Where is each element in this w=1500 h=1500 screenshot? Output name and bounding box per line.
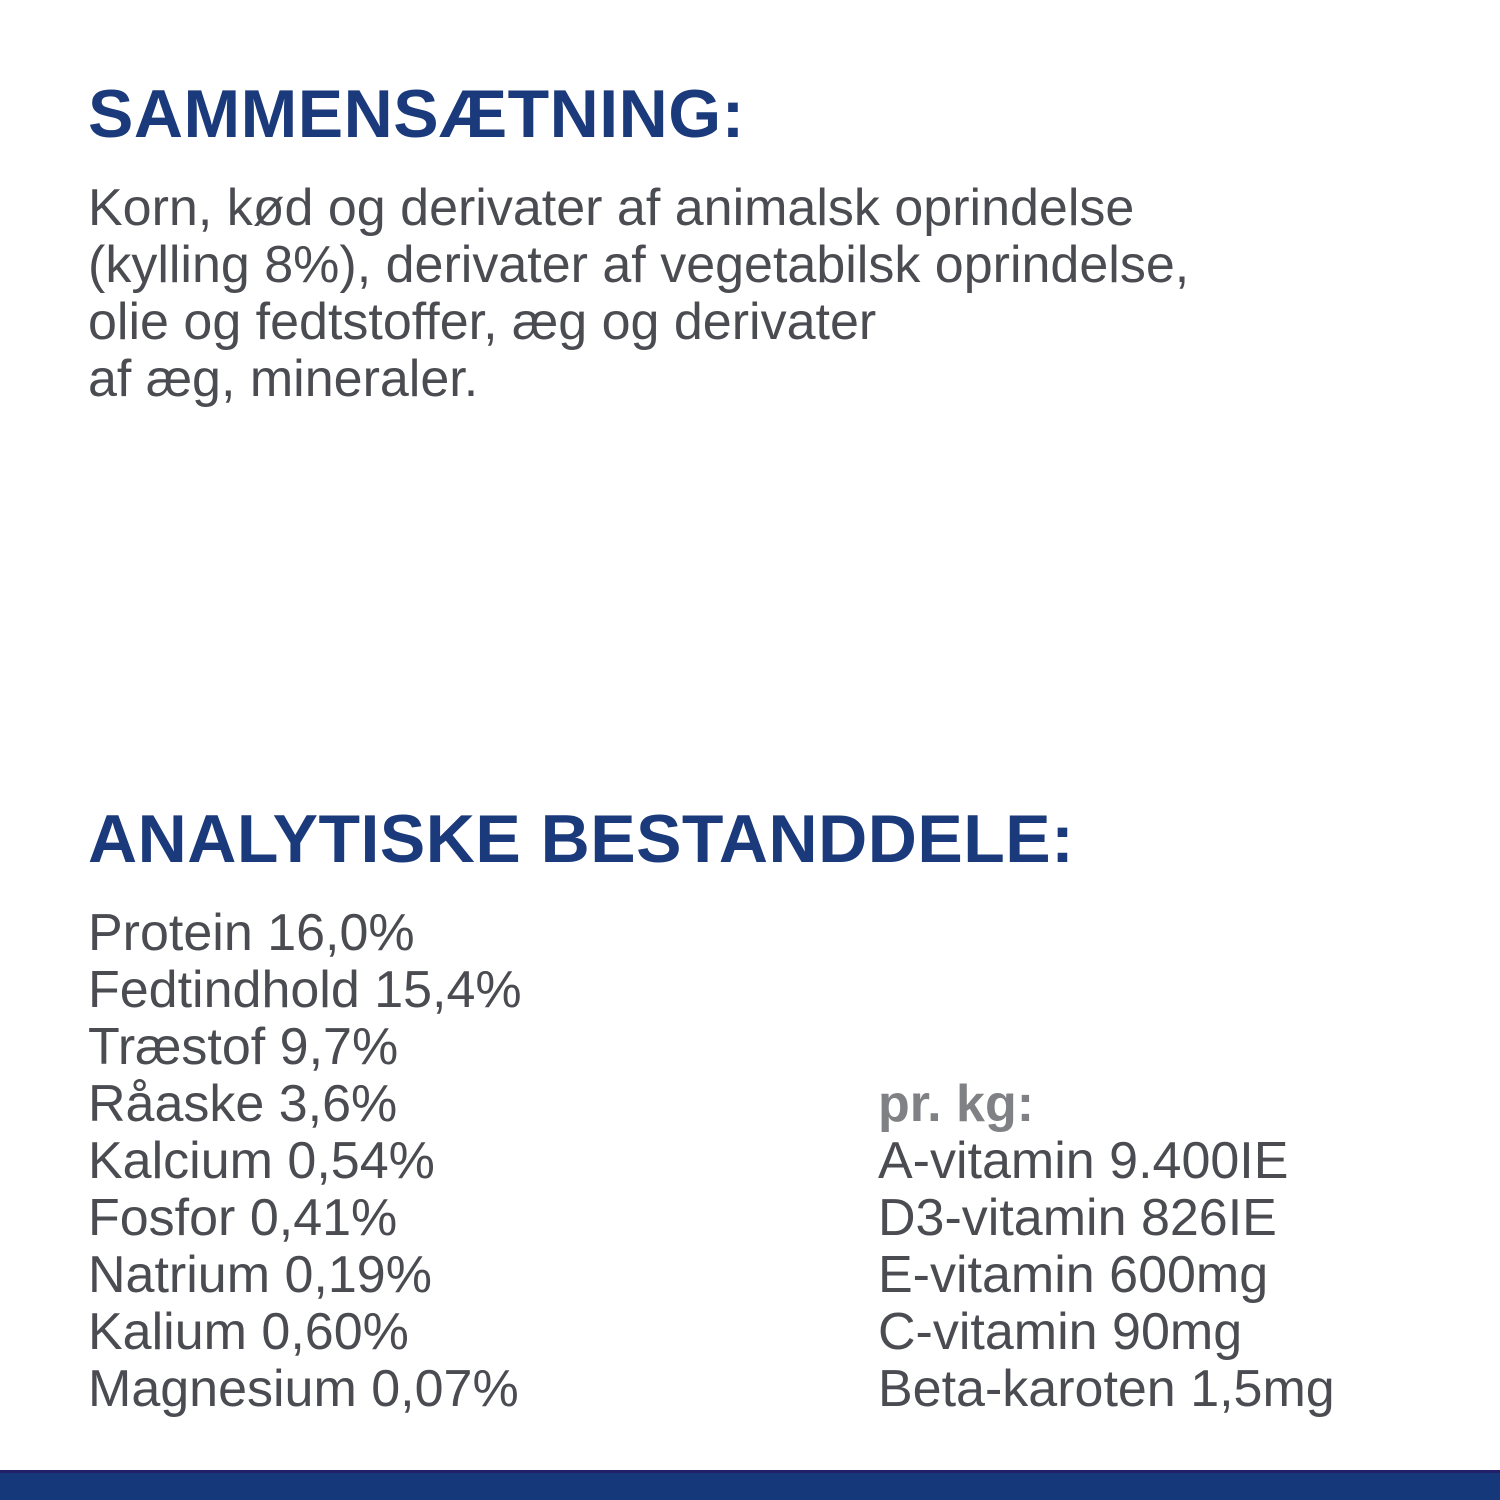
per-kg-heading: pr. kg: [878, 1075, 1035, 1133]
nutrient-label: Magnesium [88, 1360, 357, 1418]
nutrient-row: Magnesium 0,07% [88, 1361, 522, 1418]
composition-line: olie og fedtstoffer, æg og derivater [88, 293, 877, 351]
nutrient-value: 0,19% [284, 1246, 432, 1304]
nutrient-label: Kalium [88, 1303, 247, 1361]
vitamin-label: E-vitamin [878, 1246, 1095, 1304]
nutrient-row: Råaske 3,6% [88, 1076, 522, 1133]
vitamin-label: A-vitamin [878, 1132, 1095, 1190]
vitamin-row: A-vitamin 9.400IE [878, 1133, 1335, 1190]
nutrient-label: Træstof [88, 1018, 266, 1076]
nutrient-value: 16,0% [267, 904, 415, 962]
vitamin-label: C-vitamin [878, 1303, 1098, 1361]
vitamin-label: Beta-karoten [878, 1360, 1176, 1418]
nutrient-value: 0,41% [249, 1189, 398, 1247]
nutrient-row: Natrium 0,19% [88, 1247, 522, 1304]
composition-line: (kylling 8%), derivater af vegetabilsk o… [88, 236, 1190, 294]
analytical-heading: ANALYTISKE BESTANDDELE: [88, 801, 1075, 877]
nutrient-label: Natrium [88, 1246, 271, 1304]
vitamin-row: D3-vitamin 826IE [878, 1190, 1335, 1247]
composition-line: af æg, mineraler. [88, 350, 479, 408]
nutrient-row: Træstof 9,7% [88, 1019, 522, 1076]
nutrient-list: Protein 16,0% Fedtindhold 15,4% Træstof … [88, 905, 522, 1418]
vitamin-value: 1,5mg [1190, 1360, 1335, 1418]
nutrient-value: 0,07% [371, 1360, 519, 1418]
nutrient-value: 15,4% [374, 961, 522, 1019]
nutrient-row: Fosfor 0,41% [88, 1190, 522, 1247]
vitamin-row: C-vitamin 90mg [878, 1304, 1335, 1361]
nutrient-row: Kalcium 0,54% [88, 1133, 522, 1190]
nutrient-label: Protein [88, 904, 253, 962]
nutrient-label: Kalcium [88, 1132, 273, 1190]
composition-text: Korn, kød og derivater af animalsk oprin… [88, 180, 1189, 408]
nutrient-row: Fedtindhold 15,4% [88, 962, 522, 1019]
composition-heading: SAMMENSÆTNING: [88, 76, 745, 152]
nutrient-value: 9,7% [279, 1018, 399, 1076]
nutrient-row: Kalium 0,60% [88, 1304, 522, 1361]
per-kg-list: pr. kg: A-vitamin 9.400IE D3-vitamin 826… [878, 1076, 1335, 1418]
nutrient-label: Fedtindhold [88, 961, 360, 1019]
vitamin-value: 9.400IE [1109, 1132, 1289, 1190]
vitamin-value: 90mg [1112, 1303, 1243, 1361]
nutrient-value: 0,60% [261, 1303, 409, 1361]
composition-line: Korn, kød og derivater af animalsk oprin… [88, 179, 1135, 237]
nutrient-label: Fosfor [88, 1189, 236, 1247]
nutrient-label: Råaske [88, 1075, 265, 1133]
vitamin-value: 600mg [1109, 1246, 1269, 1304]
nutrient-value: 3,6% [278, 1075, 398, 1133]
vitamin-label: D3-vitamin [878, 1189, 1127, 1247]
nutrient-value: 0,54% [287, 1132, 435, 1190]
footer-brand-bar [0, 1470, 1500, 1500]
nutrient-row: Protein 16,0% [88, 905, 522, 962]
vitamin-row: Beta-karoten 1,5mg [878, 1361, 1335, 1418]
vitamin-row: E-vitamin 600mg [878, 1247, 1335, 1304]
vitamin-value: 826IE [1140, 1189, 1277, 1247]
